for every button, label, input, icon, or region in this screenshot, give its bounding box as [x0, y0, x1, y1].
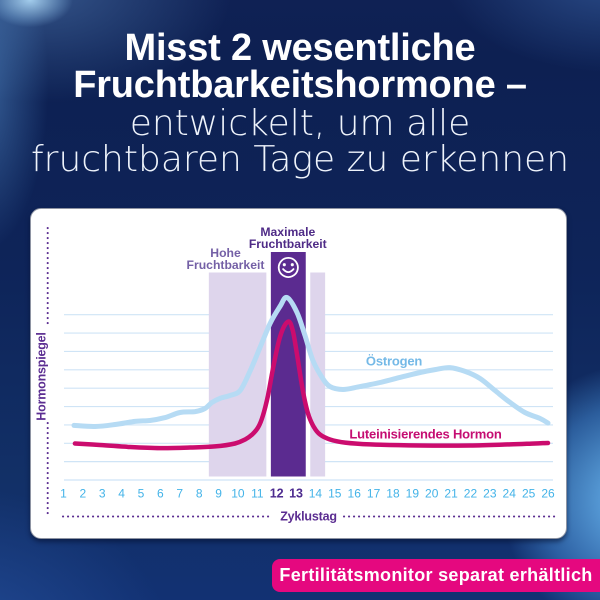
chart-card: 1 2 3 4 5 6 7 8 9 10 11 12 13 14 15 16 17 18 19 20 21 22 23 24 2…: [30, 208, 567, 539]
page-title: Misst 2 wesentliche Fruchtbarkeitshormon…: [0, 27, 600, 180]
x-tick-6: 6: [157, 487, 164, 501]
x-tick-20: 20: [425, 487, 439, 501]
x-tick-16: 16: [348, 487, 362, 501]
x-tick-2: 2: [80, 487, 87, 501]
smiley-icon: [277, 257, 299, 279]
hormone-curves: [71, 294, 551, 451]
lh-curve: [72, 319, 551, 451]
x-tick-24: 24: [503, 487, 517, 501]
estrogen-curve: [71, 294, 551, 430]
peak-fertility-label-line-1: Maximale: [260, 225, 315, 239]
subtitle-line-2: fruchtbaren Tage zu erkennen: [30, 139, 570, 180]
x-tick-13: 13: [289, 487, 303, 501]
lh-curve-label: Luteinisierendes Hormon: [349, 427, 501, 442]
x-tick-12: 12: [270, 487, 284, 501]
x-tick-3: 3: [99, 487, 106, 501]
x-tick-4: 4: [118, 487, 125, 501]
x-tick-14: 14: [309, 487, 323, 501]
estrogen-curve-label: Östrogen: [366, 354, 422, 369]
x-tick-25: 25: [522, 487, 536, 501]
x-tick-9: 9: [215, 487, 222, 501]
x-tick-5: 5: [138, 487, 145, 501]
x-tick-11: 11: [251, 487, 264, 501]
x-tick-21: 21: [444, 487, 458, 501]
footer-banner: Fertilitätsmonitor separat erhältlich: [272, 559, 600, 592]
title-line-1: Misst 2 wesentliche: [124, 27, 476, 69]
x-tick-10: 10: [231, 487, 245, 501]
x-tick-18: 18: [386, 487, 400, 501]
y-axis-label: Hormonspiegel: [35, 332, 49, 420]
axes: [46, 226, 557, 519]
subtitle-line-1: entwickelt, um alle: [129, 103, 471, 144]
x-tick-23: 23: [483, 487, 497, 501]
x-tick-15: 15: [328, 487, 342, 501]
footer-banner-label: Fertilitätsmonitor separat erhältlich: [279, 565, 593, 585]
hormone-chart: 1 2 3 4 5 6 7 8 9 10 11 12 13 14 15 16 17 18 19 20 21 22 23 24 2…: [35, 225, 557, 524]
title-line-2: Fruchtbarkeitshormone –: [73, 64, 527, 106]
x-tick-17: 17: [367, 487, 381, 501]
high-fertility-label-line-2: Fruchtbarkeit: [187, 258, 265, 272]
x-tick-22: 22: [464, 487, 478, 501]
x-tick-8: 8: [196, 487, 203, 501]
x-axis-label: Zyklustag: [280, 510, 337, 524]
x-tick-7: 7: [176, 487, 183, 501]
x-tick-1: 1: [60, 487, 67, 501]
fertility-bands: [208, 252, 326, 477]
peak-fertility-label-line-2: Fruchtbarkeit: [249, 237, 327, 251]
x-tick-26: 26: [541, 487, 555, 501]
high-fertility-label-line-1: Hohe: [210, 246, 241, 260]
x-tick-19: 19: [406, 487, 420, 501]
x-tick-labels: 1 2 3 4 5 6 7 8 9 10 11 12 13 14 15 16 17 18 19 20 21 22 23 24 2…: [60, 487, 555, 501]
